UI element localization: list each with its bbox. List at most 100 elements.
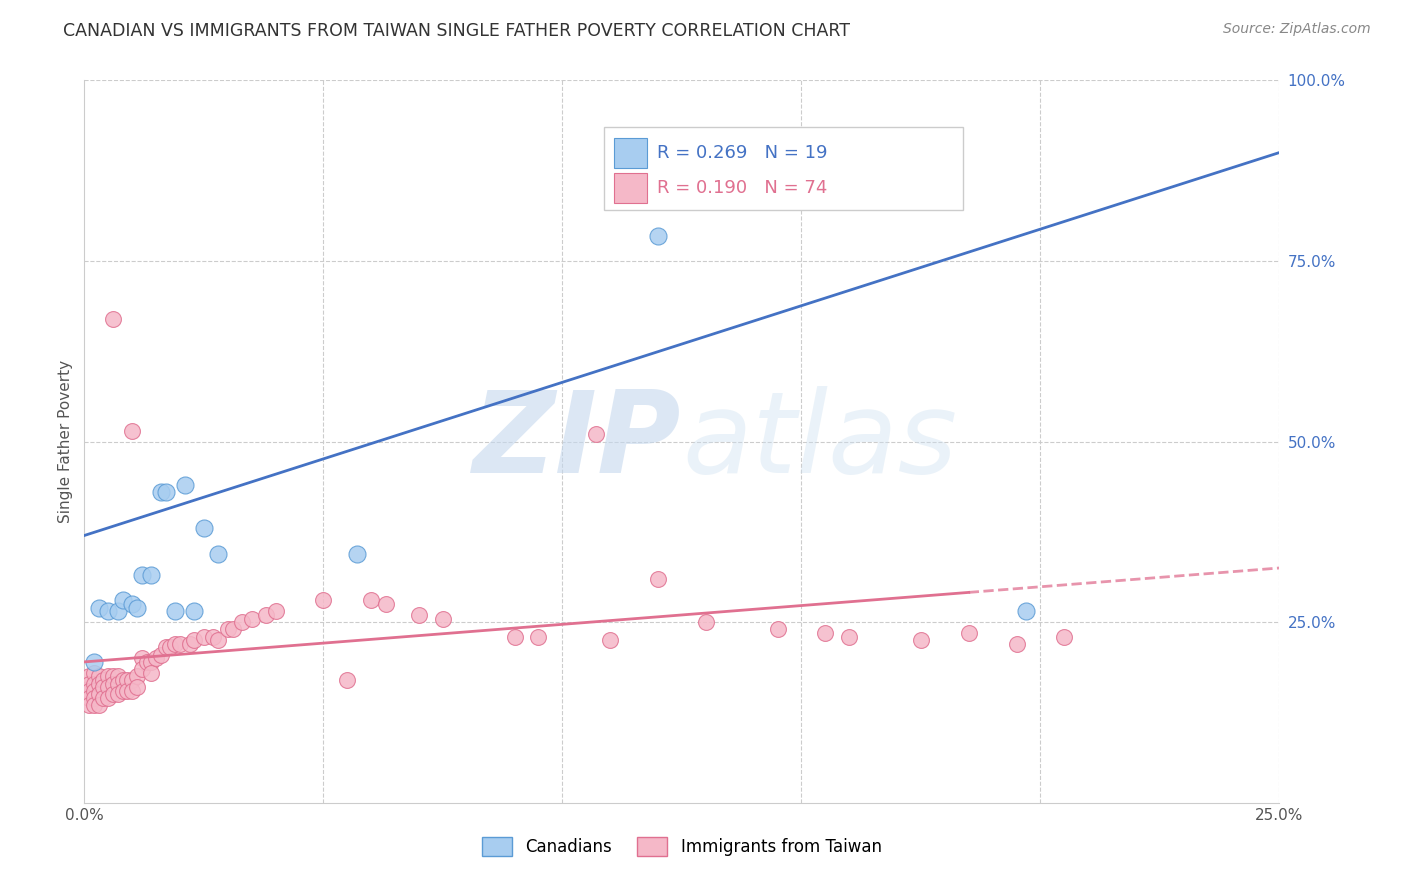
- Point: [83, 691, 105, 706]
- Point: [101, 669, 124, 683]
- Text: Source: ZipAtlas.com: Source: ZipAtlas.com: [1223, 22, 1371, 37]
- Point: [179, 637, 201, 651]
- Point: [111, 683, 134, 698]
- Point: [346, 547, 368, 561]
- Point: [93, 691, 115, 706]
- Point: [647, 572, 669, 586]
- Point: [231, 615, 253, 630]
- Point: [360, 593, 382, 607]
- Point: [125, 669, 148, 683]
- Point: [93, 673, 115, 687]
- Text: R = 0.269   N = 19: R = 0.269 N = 19: [657, 145, 827, 162]
- Point: [159, 640, 181, 655]
- Point: [135, 655, 157, 669]
- Point: [83, 665, 105, 680]
- Point: [145, 651, 167, 665]
- Point: [910, 633, 932, 648]
- Point: [77, 669, 100, 683]
- Point: [193, 630, 215, 644]
- Point: [165, 604, 187, 618]
- Point: [141, 655, 163, 669]
- Point: [87, 600, 110, 615]
- Point: [155, 485, 177, 500]
- Point: [121, 683, 143, 698]
- Point: [107, 604, 129, 618]
- Point: [1053, 630, 1076, 644]
- Point: [336, 673, 359, 687]
- Point: [173, 478, 195, 492]
- Text: R = 0.190   N = 74: R = 0.190 N = 74: [657, 179, 827, 197]
- Point: [766, 623, 789, 637]
- Point: [169, 637, 191, 651]
- Point: [111, 673, 134, 687]
- Point: [207, 633, 229, 648]
- Point: [131, 651, 153, 665]
- Point: [957, 626, 980, 640]
- Point: [107, 687, 129, 701]
- Text: atlas: atlas: [682, 386, 957, 497]
- Point: [374, 597, 396, 611]
- Point: [202, 630, 225, 644]
- Point: [165, 637, 187, 651]
- Point: [87, 669, 110, 683]
- Text: CANADIAN VS IMMIGRANTS FROM TAIWAN SINGLE FATHER POVERTY CORRELATION CHART: CANADIAN VS IMMIGRANTS FROM TAIWAN SINGL…: [63, 22, 851, 40]
- Point: [87, 687, 110, 701]
- Point: [695, 615, 717, 630]
- Point: [117, 683, 139, 698]
- Point: [155, 640, 177, 655]
- Point: [408, 607, 430, 622]
- Point: [131, 662, 153, 676]
- Point: [101, 676, 124, 690]
- Point: [221, 623, 243, 637]
- Point: [254, 607, 277, 622]
- Point: [101, 687, 124, 701]
- Point: [193, 521, 215, 535]
- Point: [111, 593, 134, 607]
- Point: [125, 600, 148, 615]
- Point: [131, 568, 153, 582]
- Point: [125, 680, 148, 694]
- Point: [141, 568, 163, 582]
- FancyBboxPatch shape: [614, 173, 647, 203]
- Point: [87, 676, 110, 690]
- Point: [647, 228, 669, 243]
- Point: [264, 604, 287, 618]
- Legend: Canadians, Immigrants from Taiwan: Canadians, Immigrants from Taiwan: [475, 830, 889, 863]
- Point: [101, 311, 124, 326]
- FancyBboxPatch shape: [614, 138, 647, 169]
- Point: [77, 698, 100, 713]
- Point: [141, 665, 163, 680]
- Point: [240, 611, 263, 625]
- Point: [1015, 604, 1038, 618]
- Point: [107, 676, 129, 690]
- Point: [599, 633, 621, 648]
- Text: ZIP: ZIP: [474, 386, 682, 497]
- Point: [97, 680, 120, 694]
- Point: [77, 676, 100, 690]
- Point: [121, 424, 143, 438]
- Point: [432, 611, 454, 625]
- FancyBboxPatch shape: [605, 128, 963, 211]
- Point: [814, 626, 837, 640]
- Point: [207, 547, 229, 561]
- Point: [149, 485, 172, 500]
- Point: [503, 630, 526, 644]
- Point: [585, 427, 607, 442]
- Point: [77, 691, 100, 706]
- Point: [183, 604, 205, 618]
- Point: [121, 673, 143, 687]
- Point: [217, 623, 239, 637]
- Point: [83, 683, 105, 698]
- Point: [93, 680, 115, 694]
- Point: [83, 655, 105, 669]
- Point: [149, 648, 172, 662]
- Y-axis label: Single Father Poverty: Single Father Poverty: [58, 360, 73, 523]
- Point: [87, 698, 110, 713]
- Point: [312, 593, 335, 607]
- Point: [183, 633, 205, 648]
- Point: [77, 683, 100, 698]
- Point: [117, 673, 139, 687]
- Point: [1005, 637, 1028, 651]
- Point: [97, 691, 120, 706]
- Point: [527, 630, 550, 644]
